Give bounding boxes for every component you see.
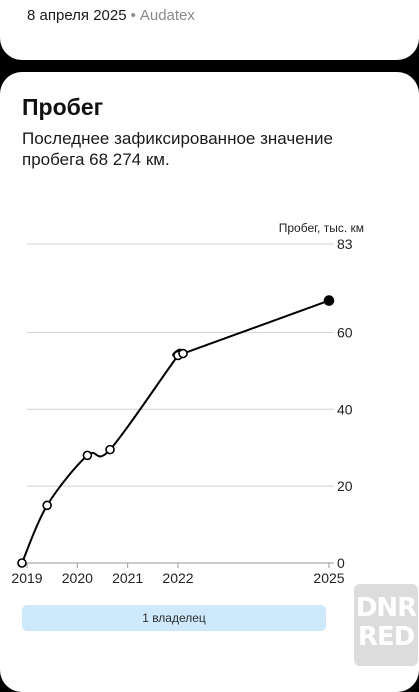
record-date: 8 апреля 2025 xyxy=(27,7,127,24)
latest-mileage-point[interactable] xyxy=(323,295,335,306)
x-tick-label: 2020 xyxy=(62,570,93,586)
owners-label: 1 владелец xyxy=(142,611,206,625)
y-axis-ticks: 0 20 40 60 83 xyxy=(337,236,353,571)
watermark-line2: RED xyxy=(357,622,415,652)
mileage-point[interactable] xyxy=(42,500,52,511)
x-tick-label: 2022 xyxy=(162,570,193,586)
owners-bar[interactable]: 1 владелец xyxy=(22,605,326,631)
section-title: Пробег xyxy=(22,94,104,120)
record-meta: 8 апреля 2025 • Audatex xyxy=(27,7,195,25)
x-tick-label: 2025 xyxy=(313,570,344,586)
mileage-point[interactable] xyxy=(105,444,115,455)
x-tick-label: 2021 xyxy=(112,570,143,586)
mileage-card xyxy=(0,72,419,692)
mileage-point[interactable] xyxy=(178,348,188,359)
x-axis-ticks: 2019 2020 2021 2022 2025 xyxy=(11,563,345,586)
x-tick-label: 2019 xyxy=(11,570,42,586)
mileage-point[interactable] xyxy=(17,558,27,568)
mileage-point[interactable] xyxy=(82,450,93,461)
watermark-logo: DNR RED xyxy=(354,584,418,666)
y-tick-label: 60 xyxy=(337,324,353,340)
previous-record-card: 8 апреля 2025 • Audatex xyxy=(0,0,419,60)
chart-grid xyxy=(27,243,334,564)
watermark-line1: DNR xyxy=(355,593,417,623)
y-tick-label: 0 xyxy=(337,555,345,571)
y-tick-label: 20 xyxy=(337,478,353,494)
meta-separator: • xyxy=(130,7,136,24)
section-description: Последнее зафиксированное значение пробе… xyxy=(22,129,333,169)
mileage-line xyxy=(21,299,330,564)
mileage-points xyxy=(17,295,335,568)
y-axis-label: Пробег, тыс. км xyxy=(279,221,364,235)
y-tick-label: 83 xyxy=(337,236,353,252)
mileage-chart: 0 20 40 60 83 2019 2020 2021 2022 2025 Пробег, т… xyxy=(11,221,364,586)
y-tick-label: 40 xyxy=(337,401,353,417)
record-source: Audatex xyxy=(139,7,195,24)
